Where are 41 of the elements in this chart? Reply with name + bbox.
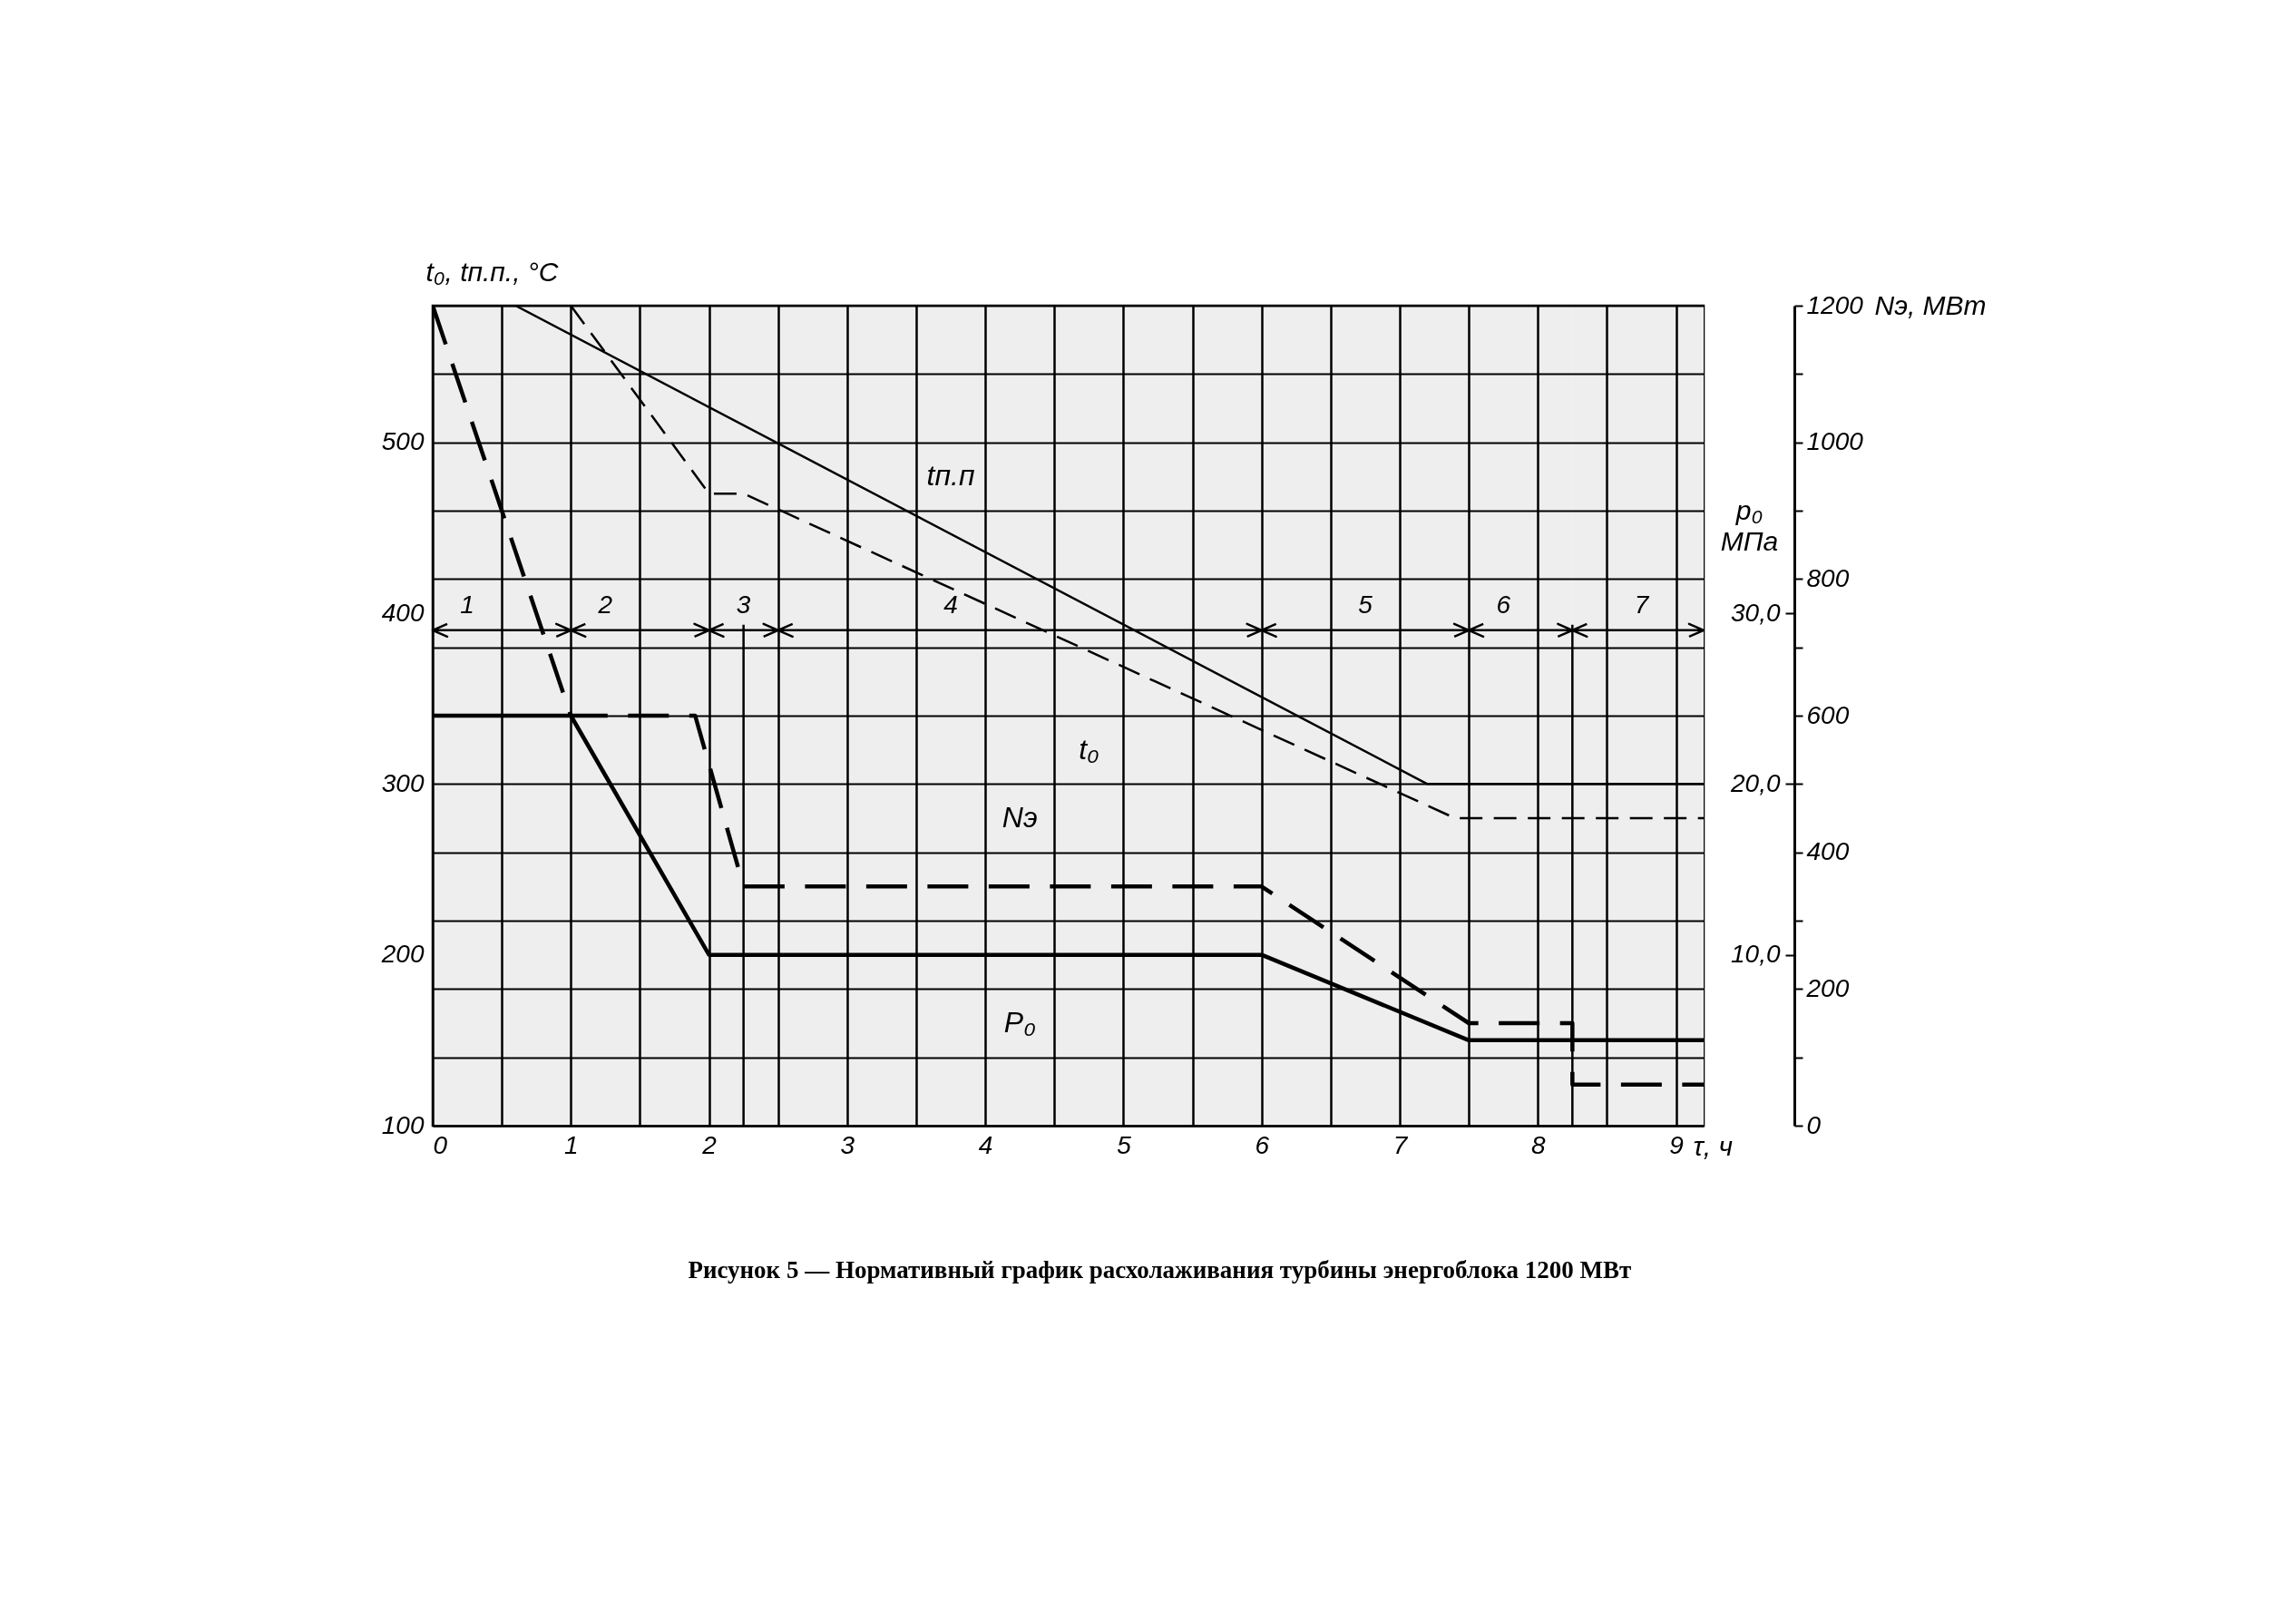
x-tick-label: 6	[1255, 1130, 1270, 1159]
y3-tick-label: 1200	[1806, 290, 1864, 319]
y3-tick-label: 400	[1806, 837, 1850, 866]
y-axis-title: t₀, tп.п., °С	[425, 256, 559, 287]
band-label: 7	[1634, 590, 1650, 619]
x-tick-label: 5	[1117, 1130, 1132, 1159]
y2-axis-title: p₀ МПа	[1720, 494, 1779, 556]
band-label: 1	[460, 590, 474, 619]
y2-tick-label: 10,0	[1731, 940, 1781, 969]
y-tick-label: 400	[381, 598, 425, 627]
x-tick-label: 1	[563, 1130, 579, 1159]
text: t₀	[1079, 732, 1099, 766]
x-tick-label: 4	[978, 1130, 993, 1159]
x-tick-label: 0	[433, 1130, 448, 1159]
band-label: 5	[1358, 590, 1373, 619]
y-tick-label: 100	[381, 1110, 425, 1139]
text: Рисунок 5 — Нормативный график расхолаживания турбины энергоблока 1200 МВт	[688, 1256, 1632, 1283]
x-axis-title: τ, ч	[1693, 1130, 1733, 1161]
y-tick-label: 200	[380, 940, 425, 969]
x-tick-label: 3	[840, 1130, 855, 1159]
y3-tick-label: 600	[1806, 700, 1850, 729]
x-tick-label: 9	[1669, 1130, 1684, 1159]
y3-tick-label: 1000	[1806, 427, 1864, 456]
band-label: 6	[1496, 590, 1511, 619]
y3-axis-title: Nэ, МВт	[1874, 289, 1987, 320]
band-label: 2	[597, 590, 613, 619]
series-label: Nэ	[1001, 801, 1038, 834]
y3-tick-label: 800	[1806, 563, 1850, 592]
y3-tick-label: 200	[1805, 973, 1850, 1002]
y2-tick-label: 20,0	[1730, 768, 1781, 797]
y2-tick-label: 30,0	[1731, 598, 1781, 627]
x-tick-label: 7	[1392, 1130, 1409, 1159]
band-label: 3	[736, 590, 751, 619]
x-tick-label: 2	[701, 1130, 718, 1159]
y-tick-label: 500	[381, 427, 425, 456]
series-label: tп.п	[926, 459, 975, 493]
y3-tick-label: 0	[1806, 1110, 1822, 1139]
band-label: 4	[943, 590, 958, 619]
x-tick-label: 8	[1530, 1130, 1546, 1159]
series-label: P₀	[1003, 1006, 1036, 1039]
y-tick-label: 300	[381, 768, 425, 797]
